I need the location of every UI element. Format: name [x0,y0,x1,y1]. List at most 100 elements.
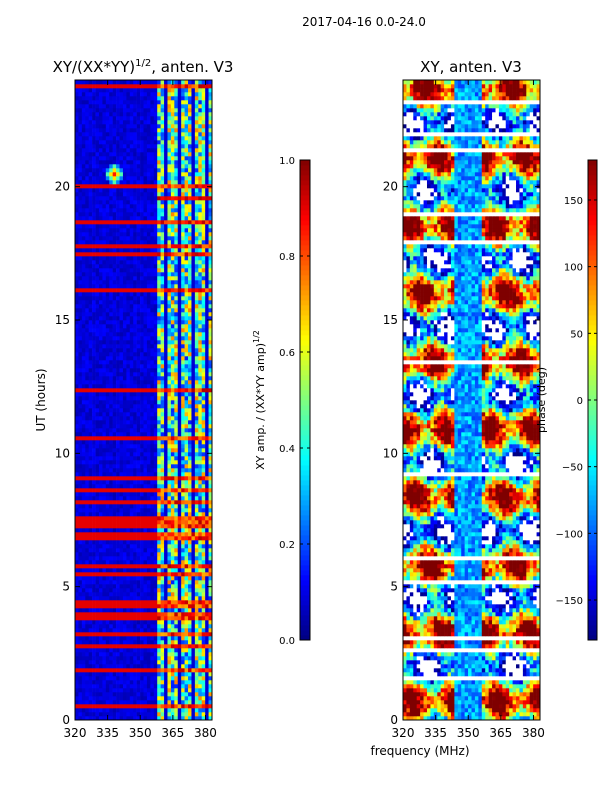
amp-cell [92,440,96,445]
amp-cell [122,628,127,633]
amp-cell [188,668,192,673]
amp-cell [119,616,124,621]
amp-cell [146,400,151,405]
amp-cell [143,284,148,289]
amp-cell [109,344,113,349]
amp-cell [78,228,83,233]
amp-cell [85,680,89,685]
amp-cell [119,544,124,549]
amp-cell [102,660,107,665]
amp-cell [194,372,199,377]
amp-cell [88,704,93,709]
amp-cell [174,504,179,509]
amp-cell [174,252,179,257]
amp-cell [122,616,127,621]
amp-cell [205,560,209,565]
amp-cell [109,568,113,573]
amp-cell [208,400,213,405]
amp-cell [122,672,127,677]
amp-cell [160,612,165,617]
amp-cell [146,224,151,229]
amp-cell [208,516,213,521]
amp-cell [198,692,203,697]
amp-cell [205,616,209,621]
amp-cell [95,464,100,469]
amp-cell [109,664,113,669]
amp-cell [75,456,79,461]
amp-cell [95,256,100,261]
amp-cell [112,564,117,569]
amp-cell [133,300,137,305]
amp-cell [194,428,199,433]
amp-cell [133,444,137,449]
amp-cell [140,544,144,549]
amp-cell [157,244,161,249]
amp-cell [188,512,192,517]
amp-cell [129,276,134,281]
amp-cell [170,708,175,713]
amp-cell [126,528,131,533]
amp-cell [136,680,141,685]
amp-cell [119,536,124,541]
amp-cell [133,224,137,229]
amp-cell [205,700,209,705]
amp-cell [184,660,189,665]
amp-cell [167,236,172,241]
amp-cell [170,596,175,601]
amp-cell [146,696,151,701]
amp-cell [205,324,209,329]
amp-cell [116,224,120,229]
amp-cell [208,572,213,577]
amp-cell [191,608,196,613]
amp-cell [81,608,86,613]
amp-cell [109,604,113,609]
amp-cell [78,328,83,333]
amp-cell [160,616,165,621]
amp-cell [188,600,192,605]
amp-cell [150,476,155,481]
amp-cell [191,504,196,509]
amp-cell [181,272,185,277]
amp-cell [201,280,206,285]
amp-cell [81,628,86,633]
amp-cell [133,328,137,333]
amp-cell [160,652,165,657]
amp-cell [181,504,185,509]
amp-cell [153,404,158,409]
amp-cell [181,444,185,449]
amp-cell [81,232,86,237]
amp-cell [112,268,117,273]
amp-cell [88,600,93,605]
amp-cell [75,260,79,265]
amp-cell [205,244,209,249]
amp-cell [116,620,120,625]
amp-cell [122,484,127,489]
amp-cell [198,664,203,669]
amp-cell [198,296,203,301]
amp-cell [208,236,213,241]
amp-cell [167,564,172,569]
amp-cell [109,280,113,285]
amp-cell [88,236,93,241]
amp-cell [119,324,124,329]
amp-cell [75,404,79,409]
amp-cell [109,572,113,577]
amp-cell [170,420,175,425]
amp-cell [194,536,199,541]
amp-cell [191,620,196,625]
amp-cell [78,536,83,541]
amp-cell [85,256,89,261]
amp-cell [133,536,137,541]
amp-cell [191,332,196,337]
amp-cell [109,620,113,625]
amp-cell [95,300,100,305]
amp-cell [85,376,89,381]
amp-cell [160,620,165,625]
amp-cell [85,624,89,629]
amp-cell [208,660,213,665]
amp-cell [150,616,155,621]
amp-cell [198,540,203,545]
amp-cell [208,644,213,649]
amp-cell [126,588,131,593]
amp-cell [191,688,196,693]
